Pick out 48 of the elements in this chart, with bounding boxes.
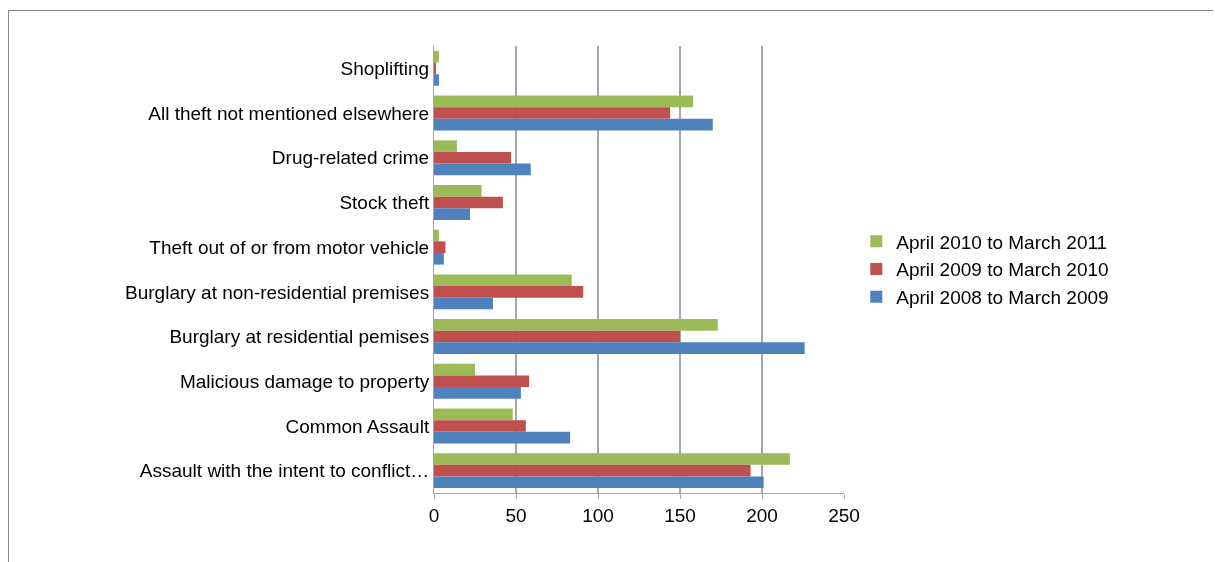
y-tick-label: Burglary at residential pemises <box>169 326 430 348</box>
bar <box>434 363 475 376</box>
x-tick-label: 100 <box>582 504 614 526</box>
x-tick-label: 0 <box>428 504 440 526</box>
legend-label: April 2009 to March 2010 <box>896 259 1109 281</box>
y-tick-label: Stock theft <box>339 192 430 214</box>
bar <box>434 342 805 354</box>
y-tick-label: Assault with the intent to conflict… <box>139 460 430 482</box>
y-tick-label: Drug-related crime <box>271 147 430 169</box>
bar <box>434 297 494 310</box>
bar <box>434 375 530 388</box>
x-tick-label: 150 <box>664 504 696 526</box>
bar <box>434 118 713 131</box>
bar <box>434 208 471 220</box>
bar <box>434 151 512 164</box>
y-tick-label: All theft not mentioned elsewhere <box>148 102 430 124</box>
bar <box>434 476 764 489</box>
legend-label: April 2010 to March 2011 <box>896 231 1108 253</box>
bar <box>434 286 584 298</box>
bar <box>434 420 526 432</box>
bar <box>434 74 439 86</box>
bar <box>434 50 439 63</box>
y-tick-label: Common Assault <box>285 415 430 437</box>
bar <box>434 95 694 108</box>
bar <box>434 431 571 444</box>
bar <box>434 319 718 331</box>
bar <box>434 163 531 176</box>
x-tick-label: 200 <box>746 504 778 526</box>
bar <box>434 140 457 152</box>
y-tick-label: Shoplifting <box>340 58 430 79</box>
bar <box>434 330 680 343</box>
y-tick-label: Malicious damage to property <box>179 370 430 392</box>
x-tick-label: 50 <box>505 504 527 526</box>
bar <box>434 408 513 421</box>
bar <box>434 464 751 477</box>
bar <box>434 196 503 209</box>
x-tick-label: 250 <box>828 504 860 526</box>
bar <box>434 185 482 197</box>
bar <box>434 274 572 287</box>
y-tick-label: Burglary at non-residential premises <box>125 281 430 303</box>
bar <box>434 453 790 465</box>
bar <box>434 252 444 265</box>
bar <box>434 107 671 119</box>
bar <box>434 241 446 253</box>
legend-label: April 2008 to March 2009 <box>896 287 1109 309</box>
bar <box>434 229 439 242</box>
bar <box>434 387 521 399</box>
y-tick-label: Theft out of or from motor vehicle <box>149 236 430 258</box>
